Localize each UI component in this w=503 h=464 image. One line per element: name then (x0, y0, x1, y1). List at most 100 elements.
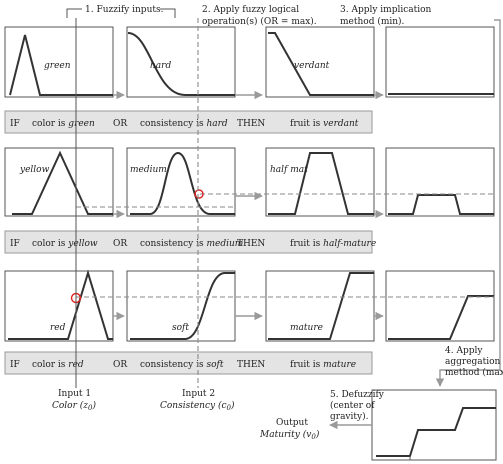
step-4-line-3: method (max) (445, 367, 503, 378)
step-5-line-2: (center of (330, 400, 375, 411)
step-2-line-1: 2. Apply fuzzy logical (202, 5, 299, 15)
output-label-close: ) (315, 429, 320, 440)
input-2-label-line-2: Consistency (c0) (160, 400, 235, 412)
label-verdant: verdant (294, 61, 330, 71)
input-1-label-text: Color (z (52, 400, 88, 411)
rule-1-output-prefix: fruit is (290, 119, 323, 129)
rule-2-input2-prefix: consistency is (140, 239, 206, 249)
input-2-label-line-1: Input 2 (182, 389, 215, 399)
step-5-line-3: gravity). (330, 411, 369, 422)
step-4-line-1: 4. Apply (445, 346, 483, 356)
step-3-line-2: method (min). (340, 16, 405, 27)
hard-membership-curve (127, 32, 235, 96)
step-5-line-1: 5. Defuzzify (330, 390, 385, 400)
label-yellow: yellow (19, 165, 50, 175)
output-label-line-2: Maturity (v0) (259, 429, 320, 441)
row-1: green hard verdant (4, 26, 495, 100)
verdant-membership-curve (268, 32, 374, 96)
rule-1-output-value: verdant (323, 119, 359, 129)
input-1-label-line-1: Input 1 (58, 389, 91, 399)
soft-membership-curve (130, 272, 235, 340)
rule-3-output-value: mature (323, 360, 356, 370)
implication-3-curve (388, 295, 494, 340)
panel-implication-3 (385, 270, 495, 342)
panel-medium (126, 147, 236, 217)
rule-1-input1-value: green (68, 119, 95, 129)
rule-3-input1-prefix: color is (32, 360, 68, 370)
rule-1-output: fruit is verdant (290, 119, 359, 129)
step-4-line-2: aggregation (445, 357, 501, 367)
panel-mature (265, 270, 375, 342)
rule-3-band (4, 351, 373, 375)
mature-membership-curve (268, 272, 374, 340)
rule-2-output: fruit is half-mature (290, 239, 376, 249)
panel-half-mature (265, 147, 375, 217)
step-1-text: 1. Fuzzify inputs. (85, 5, 164, 15)
panel-yellow (4, 147, 114, 217)
rule-1-if: IF (10, 119, 20, 129)
step-3-line-1: 3. Apply implication (340, 5, 432, 15)
rule-3-or: OR (113, 360, 127, 370)
input-1-label-close: ) (92, 400, 97, 411)
rule-1-input2-prefix: consistency is (140, 119, 206, 129)
panel-implication-2 (385, 147, 495, 217)
input-2-label-subscript: 0 (227, 404, 232, 412)
rule-1: IF color is green OR consistency is hard… (4, 110, 373, 134)
rule-2-output-value: half-mature (323, 239, 376, 249)
rule-2-band (4, 230, 373, 254)
step-2-line-2: operation(s) (OR = max). (202, 16, 317, 27)
aggregation-flow-line (435, 19, 501, 387)
label-mature: mature (290, 323, 323, 333)
aggregated-output-curve (376, 407, 496, 457)
implication-2-curve (388, 194, 494, 215)
rule-2-or: OR (113, 239, 127, 249)
input-2-label-text: Consistency (c (160, 400, 227, 411)
label-red: red (50, 323, 66, 333)
half-mature-membership-curve (268, 152, 374, 215)
rule-1-input2: consistency is hard (140, 119, 228, 129)
rule-2-then: THEN (237, 239, 265, 249)
input-2-label-close: ) (230, 400, 235, 411)
rule-3-if: IF (10, 360, 20, 370)
rule-3: IF color is red OR consistency is soft T… (4, 351, 373, 375)
rule-2-if: IF (10, 239, 20, 249)
rule-3-output-prefix: fruit is (290, 360, 323, 370)
red-membership-curve (8, 269, 113, 340)
rule-3-input2-value: soft (206, 360, 223, 370)
panel-implication-1 (385, 26, 495, 98)
label-green: green (44, 61, 71, 71)
row-3: red soft mature (4, 269, 495, 342)
panel-verdant (265, 26, 375, 98)
rule-3-output: fruit is mature (290, 360, 356, 370)
rule-1-input1: color is green (32, 119, 95, 129)
rule-2-input1: color is yellow (32, 239, 98, 249)
rule-1-input2-value: hard (206, 119, 227, 129)
rule-3-then: THEN (237, 360, 265, 370)
panel-green (4, 26, 114, 98)
input-1-label-line-2: Color (z0) (52, 400, 97, 412)
rule-1-band (4, 110, 373, 134)
label-half-mature: half mat (270, 165, 308, 175)
rule-2-input1-prefix: color is (32, 239, 68, 249)
medium-membership-curve (130, 151, 235, 215)
label-soft: soft (172, 323, 189, 333)
rule-1-input1-prefix: color is (32, 119, 68, 129)
yellow-membership-curve (12, 150, 113, 215)
or-max-marker-row-2 (194, 189, 204, 199)
rule-1-or: OR (113, 119, 127, 129)
row-2: yellow medium half mat (4, 147, 495, 219)
step-1-bracket-left (66, 8, 82, 18)
panel-soft (126, 270, 236, 342)
rule-2-input1-value: yellow (67, 239, 98, 249)
input-1-label-subscript: 0 (88, 404, 93, 412)
label-hard: hard (150, 61, 171, 71)
rule-3-input2: consistency is soft (140, 360, 224, 370)
rule-1-then: THEN (237, 119, 265, 129)
step-1-bracket-right (160, 8, 176, 18)
panel-hard (126, 26, 236, 98)
rule-2-input2: consistency is medium (140, 239, 243, 249)
rule-3-input2-prefix: consistency is (140, 360, 206, 370)
panel-red (4, 270, 114, 342)
step-1-label: 1. Fuzzify inputs. (66, 5, 176, 18)
